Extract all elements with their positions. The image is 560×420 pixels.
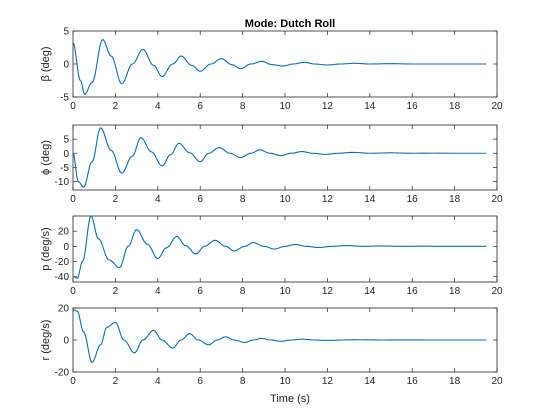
y-tick-label: -5 (60, 93, 69, 104)
x-tick-label: 2 (113, 286, 119, 297)
x-tick-label: 12 (322, 194, 334, 205)
x-tick-label: 16 (407, 376, 419, 387)
x-tick-label: 6 (197, 286, 203, 297)
y-tick-label: 5 (63, 135, 69, 146)
x-tick-label: 16 (407, 194, 419, 205)
x-tick-label: 6 (197, 101, 203, 112)
x-tick-label: 14 (364, 194, 376, 205)
x-tick-label: 20 (491, 194, 503, 205)
x-tick-label: 0 (70, 101, 76, 112)
y-tick-label: 0 (63, 336, 69, 347)
y-tick-label: 20 (58, 304, 70, 315)
x-tick-label: 16 (407, 286, 419, 297)
x-tick-label: 10 (279, 376, 291, 387)
x-tick-label: 12 (322, 376, 334, 387)
x-tick-label: 2 (113, 101, 119, 112)
x-tick-label: 0 (70, 194, 76, 205)
x-axis-label: Time (s) (270, 393, 310, 405)
x-tick-label: 18 (449, 286, 461, 297)
y-tick-label: -5 (60, 163, 69, 174)
x-tick-label: 6 (197, 376, 203, 387)
x-tick-label: 14 (364, 101, 376, 112)
y-tick-label: 0 (63, 149, 69, 160)
y-axis-label: ϕ (deg) (40, 140, 52, 175)
x-tick-label: 16 (407, 101, 419, 112)
series-line (73, 309, 487, 364)
y-axis-label: β (deg) (40, 46, 52, 81)
y-tick-label: -20 (55, 257, 70, 268)
x-tick-label: 18 (449, 194, 461, 205)
y-tick-label: 0 (63, 60, 69, 71)
y-axis-label: r (deg/s) (40, 320, 52, 361)
x-tick-label: 2 (113, 194, 119, 205)
x-tick-label: 12 (322, 286, 334, 297)
figure-title: Mode: Dutch Roll (245, 18, 335, 30)
x-tick-label: 14 (364, 286, 376, 297)
y-tick-label: -10 (55, 177, 70, 188)
y-tick-label: -20 (55, 368, 70, 379)
x-tick-label: 0 (70, 286, 76, 297)
x-tick-label: 4 (155, 286, 161, 297)
y-tick-label: 0 (63, 242, 69, 253)
x-tick-label: 0 (70, 376, 76, 387)
y-axis-label: p (deg/s) (40, 227, 52, 270)
series-line (73, 38, 487, 95)
x-tick-label: 20 (491, 376, 503, 387)
x-tick-label: 12 (322, 101, 334, 112)
series-line (73, 127, 487, 188)
subplot-3: 0 2 4 6 8 10 12 14 16 18 20 -40 -20 0 20 p (deg/s) (40, 215, 503, 297)
x-tick-label: 4 (155, 376, 161, 387)
subplot-2: 0 2 4 6 8 10 12 14 16 18 20 -10 -5 0 5 ϕ (deg) (40, 124, 503, 205)
x-tick-label: 10 (279, 286, 291, 297)
y-tick-label: -40 (55, 272, 70, 283)
x-tick-label: 14 (364, 376, 376, 387)
x-tick-label: 6 (197, 194, 203, 205)
y-tick-label: 20 (58, 227, 70, 238)
x-tick-label: 8 (240, 376, 246, 387)
x-tick-label: 2 (113, 376, 119, 387)
axes-box (72, 215, 498, 283)
y-tick-label: 5 (63, 27, 69, 38)
series-line (73, 216, 487, 279)
x-tick-label: 18 (449, 101, 461, 112)
x-tick-label: 18 (449, 376, 461, 387)
x-tick-label: 20 (491, 286, 503, 297)
x-tick-label: 4 (155, 101, 161, 112)
x-tick-label: 20 (491, 101, 503, 112)
x-tick-label: 4 (155, 194, 161, 205)
x-tick-label: 10 (279, 101, 291, 112)
x-tick-label: 8 (240, 286, 246, 297)
x-tick-label: 10 (279, 194, 291, 205)
x-tick-label: 8 (240, 194, 246, 205)
x-tick-label: 8 (240, 101, 246, 112)
axes-box (72, 124, 498, 191)
